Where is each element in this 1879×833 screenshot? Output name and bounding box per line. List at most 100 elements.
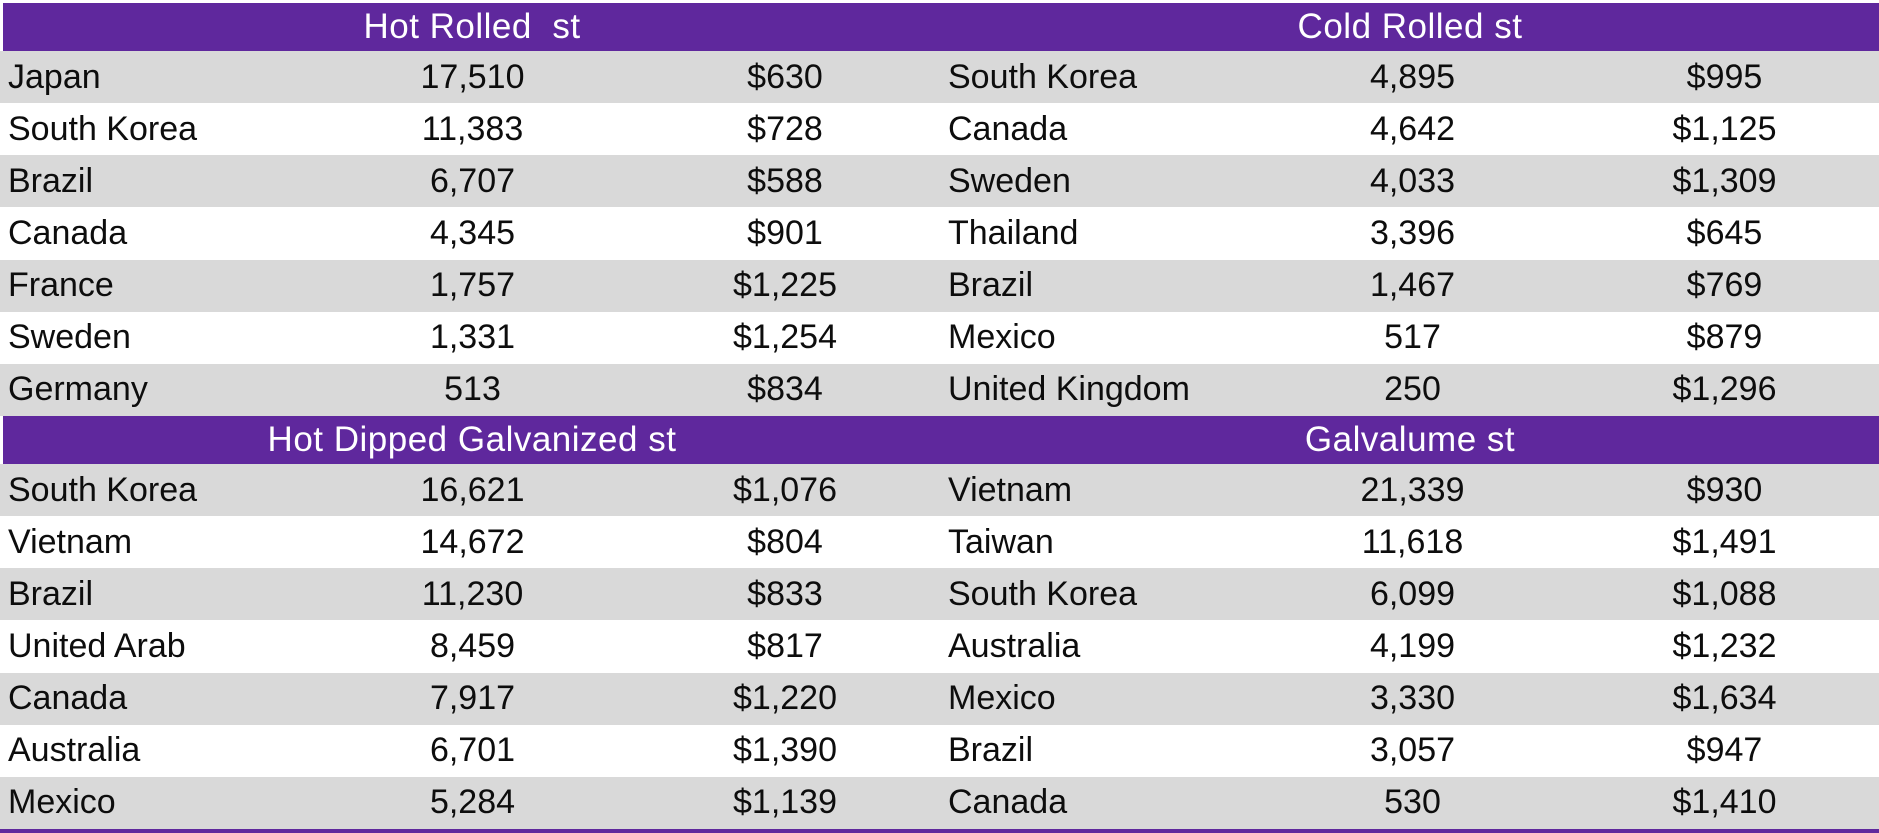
quantity-cell: 3,057 — [1369, 731, 1456, 770]
country-cell: Brazil — [8, 574, 94, 613]
country-cell: South Korea — [948, 57, 1138, 96]
quantity-cell: 4,033 — [1369, 161, 1456, 200]
country-cell: South Korea — [8, 470, 198, 509]
quantity-cell: 3,396 — [1369, 213, 1456, 252]
price-cell: $588 — [747, 161, 823, 200]
quantity-cell: 4,642 — [1369, 109, 1456, 148]
table-row: Japan 17,510 $630 South Korea 4,895 $995 — [0, 51, 1879, 104]
country-cell: Taiwan — [948, 522, 1054, 561]
price-cell: $947 — [1686, 731, 1763, 770]
table-row: Brazil 6,707 $588 Sweden 4,033 $1,309 — [0, 155, 1879, 208]
country-cell: Thailand — [948, 213, 1079, 252]
price-cell: $995 — [1686, 57, 1763, 96]
quantity-cell: 17,510 — [420, 57, 525, 96]
quantity-cell: 1,757 — [429, 266, 516, 305]
country-cell: Vietnam — [948, 470, 1073, 509]
table-row: Mexico 5,284 $1,139 Canada 530 $1,410 — [0, 776, 1879, 829]
quantity-cell: 11,618 — [1361, 522, 1464, 561]
quantity-cell: 6,707 — [429, 161, 516, 200]
price-cell: $1,220 — [733, 679, 837, 718]
price-cell: $930 — [1686, 470, 1763, 509]
price-cell: $630 — [747, 57, 823, 96]
price-cell: $1,076 — [733, 470, 837, 509]
price-cell: $901 — [747, 213, 823, 252]
table-row: Sweden 1,331 $1,254 Mexico 517 $879 — [0, 311, 1879, 364]
country-cell: Vietnam — [8, 522, 133, 561]
quantity-cell: 8,459 — [429, 626, 516, 665]
price-cell: $769 — [1686, 266, 1763, 305]
section-header-row-2: Hot Dipped Galvanized st Galvalume st — [3, 415, 1879, 464]
quantity-cell: 530 — [1384, 783, 1441, 822]
country-cell: Mexico — [948, 318, 1056, 357]
quantity-cell: 4,895 — [1369, 57, 1456, 96]
partial-next-header-strip — [0, 828, 1879, 833]
quantity-cell: 21,339 — [1360, 470, 1465, 509]
country-cell: Brazil — [948, 266, 1034, 305]
price-cell: $1,254 — [733, 318, 837, 357]
quantity-cell: 6,099 — [1369, 574, 1456, 613]
table-row: United Arab 8,459 $817 Australia 4,199 $1,232 — [0, 620, 1879, 673]
price-cell: $1,125 — [1672, 109, 1777, 148]
country-cell: Canada — [948, 783, 1068, 822]
quantity-cell: 11,230 — [421, 574, 524, 613]
table-row: France 1,757 $1,225 Brazil 1,467 $769 — [0, 259, 1879, 312]
price-cell: $1,225 — [733, 266, 837, 305]
price-cell: $1,139 — [733, 783, 837, 822]
section-title-galvalume: Galvalume st — [1304, 419, 1516, 459]
country-cell: Sweden — [8, 318, 131, 357]
section-title-hot-rolled: Hot Rolled st — [363, 7, 581, 46]
price-cell: $1,491 — [1672, 522, 1777, 561]
country-cell: Brazil — [8, 161, 94, 200]
price-cell: $1,296 — [1672, 370, 1777, 409]
quantity-cell: 3,330 — [1369, 679, 1456, 718]
quantity-cell: 250 — [1384, 370, 1441, 409]
quantity-cell: 517 — [1384, 318, 1441, 357]
country-cell: Canada — [8, 679, 128, 718]
price-cell: $1,634 — [1672, 679, 1777, 718]
country-cell: Mexico — [948, 679, 1056, 718]
country-cell: Canada — [8, 213, 128, 252]
price-cell: $728 — [747, 109, 823, 148]
section-title-cold-rolled: Cold Rolled st — [1297, 7, 1523, 46]
country-cell: Japan — [8, 57, 101, 96]
price-cell: $1,309 — [1672, 161, 1777, 200]
section-header-row-1: Hot Rolled st Cold Rolled st — [3, 3, 1879, 51]
quantity-cell: 4,199 — [1369, 626, 1456, 665]
table-row: Germany 513 $834 United Kingdom 250 $1,296 — [0, 363, 1879, 416]
price-cell: $1,410 — [1672, 783, 1777, 822]
country-cell: Germany — [8, 370, 148, 409]
country-cell: Australia — [948, 626, 1081, 665]
table-row: Canada 7,917 $1,220 Mexico 3,330 $1,634 — [0, 672, 1879, 725]
country-cell: Mexico — [8, 783, 116, 822]
section-title-hot-dipped-galvanized: Hot Dipped Galvanized st — [267, 419, 677, 459]
table-row: South Korea 11,383 $728 Canada 4,642 $1,125 — [0, 103, 1879, 156]
table-row: Vietnam 14,672 $804 Taiwan 11,618 $1,491 — [0, 516, 1879, 569]
country-cell: South Korea — [8, 109, 198, 148]
price-cell: $817 — [747, 626, 823, 665]
price-cell: $645 — [1686, 213, 1763, 252]
price-cell: $1,390 — [733, 731, 837, 770]
quantity-cell: 16,621 — [420, 470, 525, 509]
price-cell: $1,232 — [1672, 626, 1777, 665]
country-cell: Australia — [8, 731, 141, 770]
quantity-cell: 7,917 — [429, 679, 516, 718]
price-cell: $1,088 — [1672, 574, 1777, 613]
quantity-cell: 6,701 — [429, 731, 516, 770]
quantity-cell: 4,345 — [429, 213, 516, 252]
quantity-cell: 5,284 — [429, 783, 516, 822]
quantity-cell: 11,383 — [421, 109, 524, 148]
table-row: Brazil 11,230 $833 South Korea 6,099 $1,088 — [0, 568, 1879, 621]
table-row: South Korea 16,621 $1,076 Vietnam 21,339 $930 — [0, 463, 1879, 517]
country-cell: Canada — [948, 109, 1068, 148]
table-row: Australia 6,701 $1,390 Brazil 3,057 $947 — [0, 724, 1879, 777]
table-row: Canada 4,345 $901 Thailand 3,396 $645 — [0, 207, 1879, 260]
country-cell: Sweden — [948, 161, 1071, 200]
quantity-cell: 513 — [444, 370, 501, 409]
quantity-cell: 1,331 — [429, 318, 516, 357]
country-cell: United Arab — [8, 626, 186, 665]
quantity-cell: 14,672 — [420, 522, 525, 561]
price-cell: $804 — [747, 522, 823, 561]
price-cell: $879 — [1686, 318, 1763, 357]
country-cell: United Kingdom — [948, 370, 1190, 409]
